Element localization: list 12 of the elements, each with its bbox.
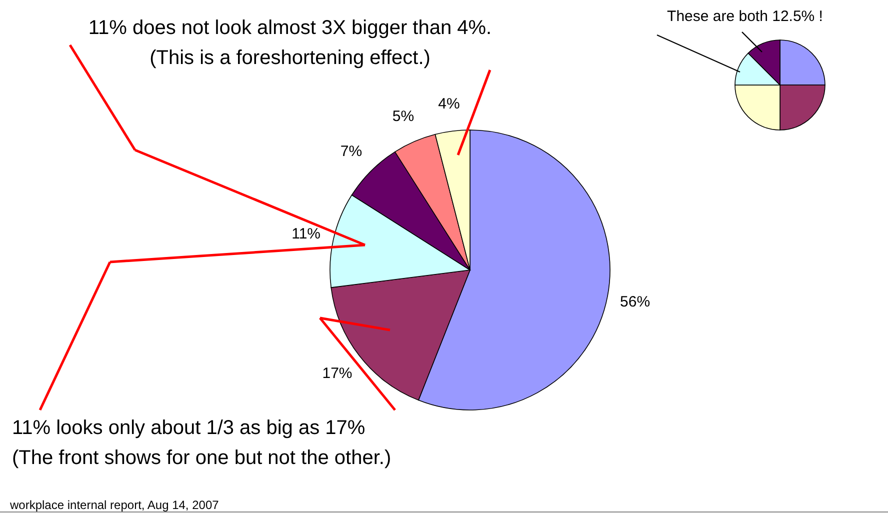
text: 11% looks only about 1/3 as big as 17% — [12, 417, 366, 439]
data-label: 17% — [322, 364, 352, 382]
data-label: 5% — [392, 108, 414, 125]
data-label: 11% — [292, 225, 321, 242]
data-label: 4% — [438, 95, 460, 112]
text: These are both 12.5% ! — [667, 8, 823, 25]
text: (This is a foreshortening effect.) — [150, 47, 430, 69]
text: workplace internal report, Aug 14, 2007 — [9, 498, 220, 512]
text: 11% does not look almost 3X bigger than 4%. — [88, 17, 492, 39]
data-label: 56% — [620, 293, 650, 310]
text: (The front shows for one but not the other.) — [12, 447, 392, 469]
data-label: 7% — [340, 143, 362, 160]
